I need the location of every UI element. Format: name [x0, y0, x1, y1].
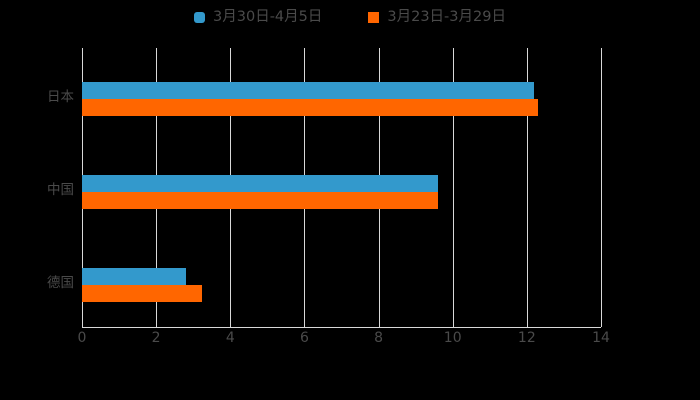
- bar-德国-3月30日-4月5日[interactable]: [82, 268, 186, 285]
- x-tick-label-3: 6: [299, 330, 309, 346]
- bar-日本-3月30日-4月5日[interactable]: [82, 82, 535, 99]
- y-axis-label-1: 中国: [47, 182, 74, 198]
- chart-legend: 3月30日-4月5日 3月23日-3月29日: [0, 4, 700, 30]
- bar-中国-3月23日-3月29日[interactable]: [82, 192, 438, 209]
- x-tick-label-5: 10: [443, 330, 462, 346]
- gridline-5: [452, 48, 454, 327]
- blue-dot-marker-icon: [194, 11, 206, 23]
- x-tick-label-1: 2: [151, 330, 161, 346]
- x-axis-tick-labels: 0 2 4 6 8 10 12 14: [0, 331, 700, 357]
- bar-中国-3月30日-4月5日[interactable]: [82, 175, 438, 192]
- y-axis-labels: 日本 中国 德国: [0, 48, 74, 327]
- y-axis-label-2: 德国: [47, 275, 74, 291]
- legend-label-series-a: 3月30日-4月5日: [213, 8, 323, 25]
- orange-square-marker-icon: [368, 11, 380, 23]
- bar-德国-3月23日-3月29日[interactable]: [82, 285, 203, 302]
- gridline-6: [526, 48, 528, 327]
- x-tick-label-0: 0: [77, 330, 87, 346]
- x-axis-line: [82, 327, 601, 328]
- plot-area: [82, 48, 602, 327]
- legend-label-series-b: 3月23日-3月29日: [387, 8, 506, 25]
- bar-日本-3月23日-3月29日[interactable]: [82, 99, 538, 116]
- x-tick-label-4: 8: [374, 330, 384, 346]
- x-tick-label-2: 4: [225, 330, 235, 346]
- legend-item-series-b[interactable]: 3月23日-3月29日: [368, 10, 506, 25]
- gridline-7: [601, 48, 602, 327]
- x-tick-label-6: 12: [517, 330, 536, 346]
- x-tick-label-7: 14: [592, 330, 610, 346]
- y-axis-label-0: 日本: [47, 89, 74, 105]
- legend-item-series-a[interactable]: 3月30日-4月5日: [194, 10, 322, 25]
